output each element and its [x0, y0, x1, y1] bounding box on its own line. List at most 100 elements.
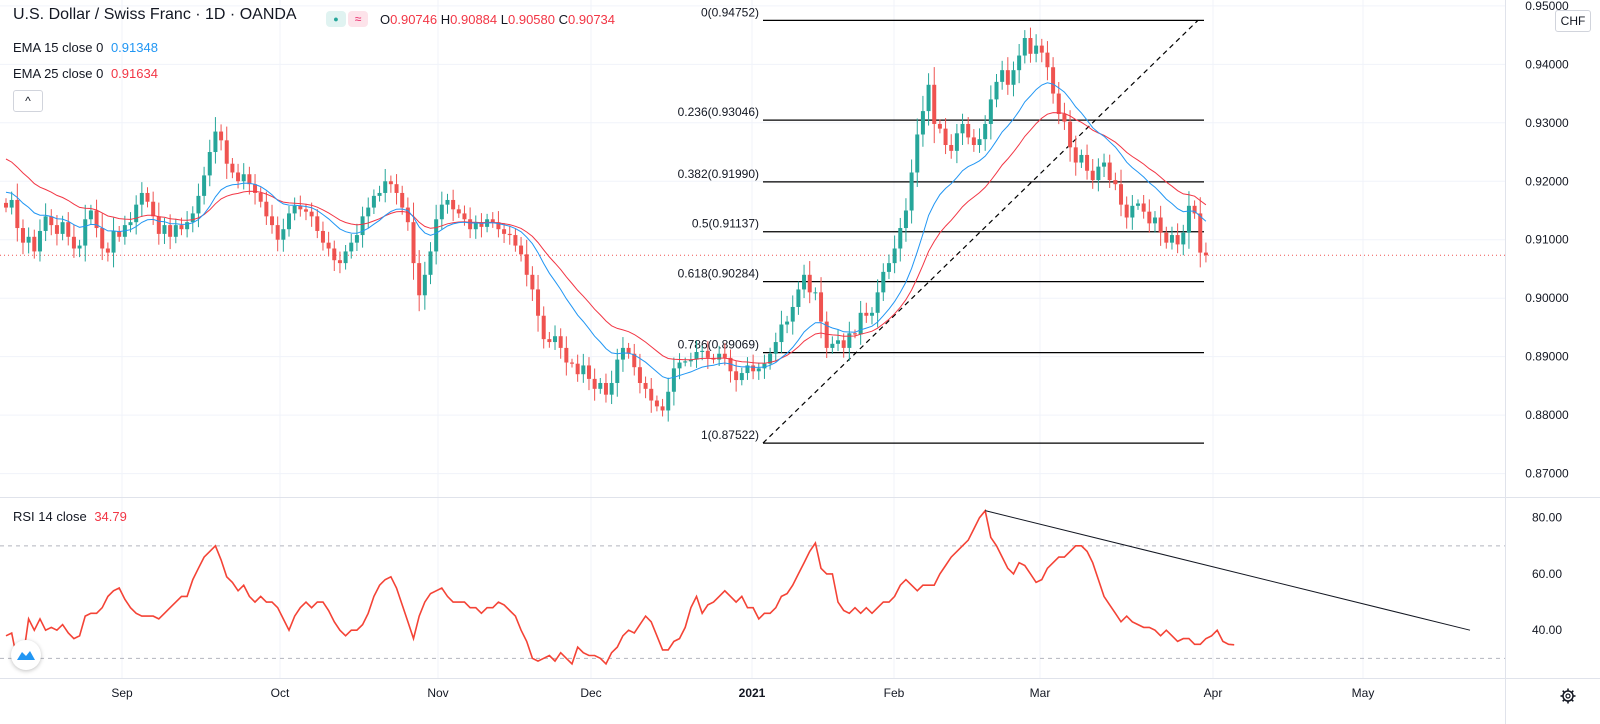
- candle-body: [1039, 45, 1044, 53]
- candle-body: [179, 225, 184, 230]
- candle-body: [496, 222, 501, 230]
- symbol-title[interactable]: U.S. Dollar / Swiss Franc · 1D · OANDA: [13, 6, 297, 23]
- candle-body: [1175, 235, 1180, 245]
- chevron-up-icon: ^: [25, 94, 31, 108]
- ema25-legend[interactable]: EMA 25 close 0 0.91634: [13, 66, 158, 81]
- price-tick-label: 0.89000: [1525, 350, 1569, 364]
- candle-body: [954, 133, 959, 151]
- time-tick-label: Feb: [884, 686, 905, 700]
- collapse-legend-button[interactable]: ^: [13, 90, 43, 112]
- candle-body: [926, 84, 931, 112]
- ema15-legend[interactable]: EMA 15 close 0 0.91348: [13, 40, 158, 55]
- candle-body: [111, 230, 116, 253]
- candle-body: [224, 140, 229, 164]
- candle-body: [1062, 114, 1067, 122]
- candle-body: [287, 213, 291, 230]
- fib-level-label: 0.786(0.89069): [678, 338, 759, 352]
- price-tick-label: 0.87000: [1525, 467, 1569, 481]
- candle-body: [739, 373, 744, 381]
- ohlc-open: 0.90746: [390, 12, 438, 27]
- rsi-label: RSI 14 close: [13, 509, 87, 524]
- candle-body: [1136, 203, 1140, 206]
- candle-body: [473, 222, 478, 230]
- candle-body: [315, 216, 320, 231]
- candle-body: [298, 205, 303, 210]
- candle-body: [88, 210, 93, 220]
- candle-body: [553, 336, 558, 343]
- candle-body: [1198, 213, 1203, 253]
- ohlc-low: 0.90580: [508, 12, 555, 27]
- ema25-value: 0.91634: [110, 66, 158, 81]
- candle-body: [620, 347, 625, 360]
- candle-body: [1096, 166, 1101, 181]
- candle-body: [490, 219, 495, 223]
- price-tick-label: 0.92000: [1525, 174, 1569, 188]
- candle-body: [683, 361, 688, 363]
- candle-body: [1169, 235, 1174, 243]
- symbol-legend: U.S. Dollar / Swiss Franc · 1D · OANDA: [13, 6, 297, 24]
- candle-body: [383, 181, 388, 193]
- fib-level-label: 0(0.94752): [701, 5, 759, 19]
- candle-body: [830, 343, 835, 348]
- candle-body: [213, 131, 218, 153]
- candle-body: [1085, 154, 1090, 171]
- candle-body: [49, 216, 54, 226]
- currency-button[interactable]: CHF: [1555, 10, 1591, 32]
- candle-body: [909, 172, 914, 211]
- candle-body: [434, 219, 439, 252]
- candle-body: [796, 289, 801, 307]
- rsi-tick-label: 80.00: [1532, 511, 1562, 525]
- tradingview-logo-button[interactable]: [11, 640, 41, 670]
- candle-body: [807, 274, 812, 293]
- ema-lines: [5, 82, 1207, 380]
- candle-body: [773, 342, 778, 354]
- fib-level-label: 0.382(0.91990): [678, 167, 759, 181]
- candle-body: [864, 312, 869, 316]
- candle-body: [26, 236, 31, 243]
- candle-body: [236, 172, 241, 182]
- candle-body: [751, 365, 756, 372]
- rsi-tick-label: 60.00: [1532, 567, 1562, 581]
- candle-body: [139, 192, 144, 205]
- candle-body: [468, 219, 473, 230]
- candle-body: [20, 228, 25, 243]
- candle-body: [1079, 154, 1084, 163]
- candle-body: [915, 134, 920, 173]
- candle-body: [841, 340, 846, 348]
- candle-body: [1152, 217, 1157, 224]
- candle-body: [185, 222, 190, 230]
- candle-body: [445, 199, 450, 205]
- candle-body: [779, 324, 784, 343]
- candle-body: [1119, 184, 1124, 205]
- compare-button[interactable]: ≈: [348, 11, 368, 27]
- ema15-value: 0.91348: [110, 40, 158, 55]
- candle-body: [1147, 211, 1152, 224]
- candle-body: [1073, 147, 1078, 163]
- candle-body: [677, 362, 682, 369]
- candle-body: [609, 382, 614, 395]
- candle-body: [105, 248, 110, 253]
- candle-body: [145, 192, 150, 202]
- dot-icon: ●: [333, 14, 339, 24]
- candle-body: [134, 204, 139, 223]
- candle-body: [654, 400, 659, 407]
- candle-body: [1011, 70, 1016, 85]
- candle-body: [819, 292, 824, 322]
- candle-body: [366, 207, 371, 217]
- fibonacci-retracement[interactable]: 0(0.94752) 0.236(0.93046) 0.382(0.91990) 0.…: [678, 5, 1204, 444]
- ema25-label: EMA 25 close 0: [13, 66, 104, 81]
- candle-body: [932, 84, 937, 124]
- time-tick-label: Oct: [271, 686, 290, 700]
- visibility-toggle[interactable]: ●: [326, 11, 346, 27]
- candle-body: [785, 321, 790, 325]
- rsi-legend[interactable]: RSI 14 close 34.79: [13, 509, 127, 524]
- candle-body: [479, 222, 484, 227]
- candle-body: [394, 184, 399, 193]
- candle-body: [411, 222, 416, 264]
- candle-body: [337, 260, 342, 264]
- settings-button[interactable]: [1560, 688, 1576, 704]
- ohlc-high: 0.90884: [450, 12, 498, 27]
- candle-body: [292, 205, 297, 214]
- candle-body: [802, 274, 807, 290]
